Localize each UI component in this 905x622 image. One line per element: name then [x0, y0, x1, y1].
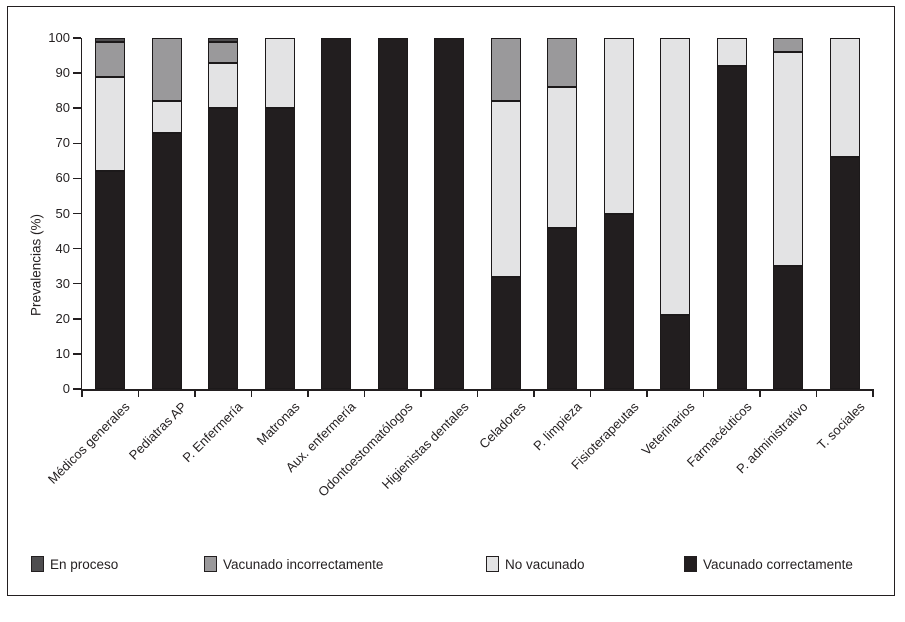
x-tick: [646, 389, 648, 397]
bar-segment-vacunado-correctamente: [151, 132, 182, 389]
bar-segment-vacunado-incorrectamente: [773, 38, 804, 53]
legend-swatch-no-vacunado: [486, 556, 499, 572]
legend-item: Vacunado correctamente: [684, 556, 853, 572]
x-tick: [589, 389, 592, 397]
legend-label: En proceso: [50, 556, 119, 572]
y-axis-line: [80, 38, 82, 391]
y-tick-label: 10: [55, 345, 70, 361]
x-tick: [533, 389, 535, 397]
y-tick: [73, 318, 81, 320]
x-category-label: P. limpieza: [530, 399, 585, 454]
bar-segment-vacunado-correctamente: [208, 108, 239, 389]
y-tick-label: 40: [55, 240, 70, 256]
y-tick: [73, 107, 81, 109]
y-tick-label: 50: [55, 205, 70, 221]
bar-segment-vacunado-correctamente: [547, 227, 578, 389]
bar-segment-vacunado-incorrectamente: [151, 38, 182, 102]
y-tick: [73, 247, 81, 250]
legend-label: Vacunado incorrectamente: [223, 556, 384, 572]
y-tick: [73, 177, 81, 180]
x-category-label: Farmacéuticos: [683, 399, 755, 470]
bar-segment-vacunado-correctamente: [660, 315, 691, 389]
bar-segment-vacunado-incorrectamente: [547, 38, 578, 88]
bar-segment-vacunado-correctamente: [321, 38, 352, 389]
y-tick: [73, 282, 81, 285]
y-tick-label: 30: [55, 275, 70, 291]
bar-segment-no-vacunado: [264, 38, 295, 109]
plot-area: [80, 38, 873, 391]
x-tick: [250, 389, 253, 397]
bar-segment-vacunado-incorrectamente: [490, 38, 521, 102]
x-category-label: Celadores: [475, 399, 529, 452]
y-tick-label: 100: [48, 30, 70, 45]
legend-label: No vacunado: [505, 556, 585, 572]
y-axis-title: Prevalencias (%): [28, 213, 44, 317]
bar-segment-en-proceso: [208, 38, 239, 42]
x-tick: [872, 389, 874, 397]
x-tick: [702, 389, 705, 397]
x-category-label: Higienistas dentales: [378, 399, 472, 492]
y-tick-label: 90: [55, 65, 70, 81]
x-tick: [815, 389, 818, 397]
y-tick: [73, 353, 81, 355]
y-tick: [73, 37, 81, 39]
legend-swatch-en-proceso: [31, 556, 44, 572]
x-category-label: T. sociales: [813, 399, 868, 453]
bar-segment-vacunado-correctamente: [377, 38, 408, 389]
bar-segment-no-vacunado: [490, 101, 521, 277]
bar-segment-vacunado-correctamente: [264, 108, 295, 389]
bar-segment-en-proceso: [95, 38, 126, 42]
legend-item: En proceso: [31, 556, 118, 572]
x-category-label: Veterinarios: [638, 399, 698, 459]
bar-segment-no-vacunado: [603, 38, 634, 214]
y-tick: [73, 388, 81, 390]
x-tick: [759, 389, 761, 397]
x-tick: [476, 389, 479, 397]
x-tick: [363, 389, 366, 397]
x-tick: [137, 389, 140, 397]
bar-segment-vacunado-correctamente: [716, 66, 747, 389]
x-tick: [307, 389, 309, 397]
y-tick: [73, 212, 81, 215]
y-tick-label: 0: [62, 381, 70, 396]
bar-segment-no-vacunado: [547, 87, 578, 228]
legend-swatch-vacunado-correctamente: [684, 556, 697, 572]
x-tick: [194, 389, 196, 397]
bar-segment-no-vacunado: [716, 38, 747, 67]
bar-segment-no-vacunado: [829, 38, 860, 158]
y-tick-label: 60: [55, 170, 70, 186]
x-category-label: Odontoestomatólogos: [314, 399, 416, 500]
y-tick-label: 80: [55, 100, 70, 116]
bar-segment-no-vacunado: [95, 76, 126, 172]
bar-segment-no-vacunado: [151, 101, 182, 133]
bar-segment-vacunado-correctamente: [490, 276, 521, 389]
x-category-label: Matronas: [253, 399, 303, 448]
x-tick: [420, 389, 422, 397]
bar-segment-vacunado-incorrectamente: [208, 41, 239, 63]
legend-item: No vacunado: [486, 556, 585, 572]
chart-frame: Prevalencias (%) En proceso Vacunado inc…: [7, 6, 895, 596]
x-tick: [81, 389, 83, 397]
bar-segment-no-vacunado: [208, 62, 239, 109]
y-tick: [73, 142, 81, 145]
x-category-label: P. Enfermería: [179, 399, 246, 466]
legend-label: Vacunado correctamente: [703, 556, 853, 572]
bar-segment-vacunado-correctamente: [434, 38, 465, 389]
bar-segment-vacunado-correctamente: [603, 213, 634, 389]
y-tick-label: 70: [55, 135, 70, 151]
x-category-label: P. administrativo: [733, 399, 811, 477]
bar-segment-no-vacunado: [660, 38, 691, 316]
x-category-label: Fisioterapeutas: [567, 399, 642, 473]
bar-segment-vacunado-correctamente: [773, 266, 804, 389]
bar-segment-vacunado-incorrectamente: [95, 41, 126, 77]
bar-segment-no-vacunado: [773, 52, 804, 267]
legend-item: Vacunado incorrectamente: [204, 556, 383, 572]
x-category-label: Aux. enfermería: [282, 399, 359, 476]
legend-swatch-vacunado-incorrectamente: [204, 556, 217, 572]
y-tick-label: 20: [55, 310, 70, 326]
y-tick: [73, 72, 81, 74]
bar-segment-vacunado-correctamente: [95, 171, 126, 389]
bar-segment-vacunado-correctamente: [829, 157, 860, 389]
